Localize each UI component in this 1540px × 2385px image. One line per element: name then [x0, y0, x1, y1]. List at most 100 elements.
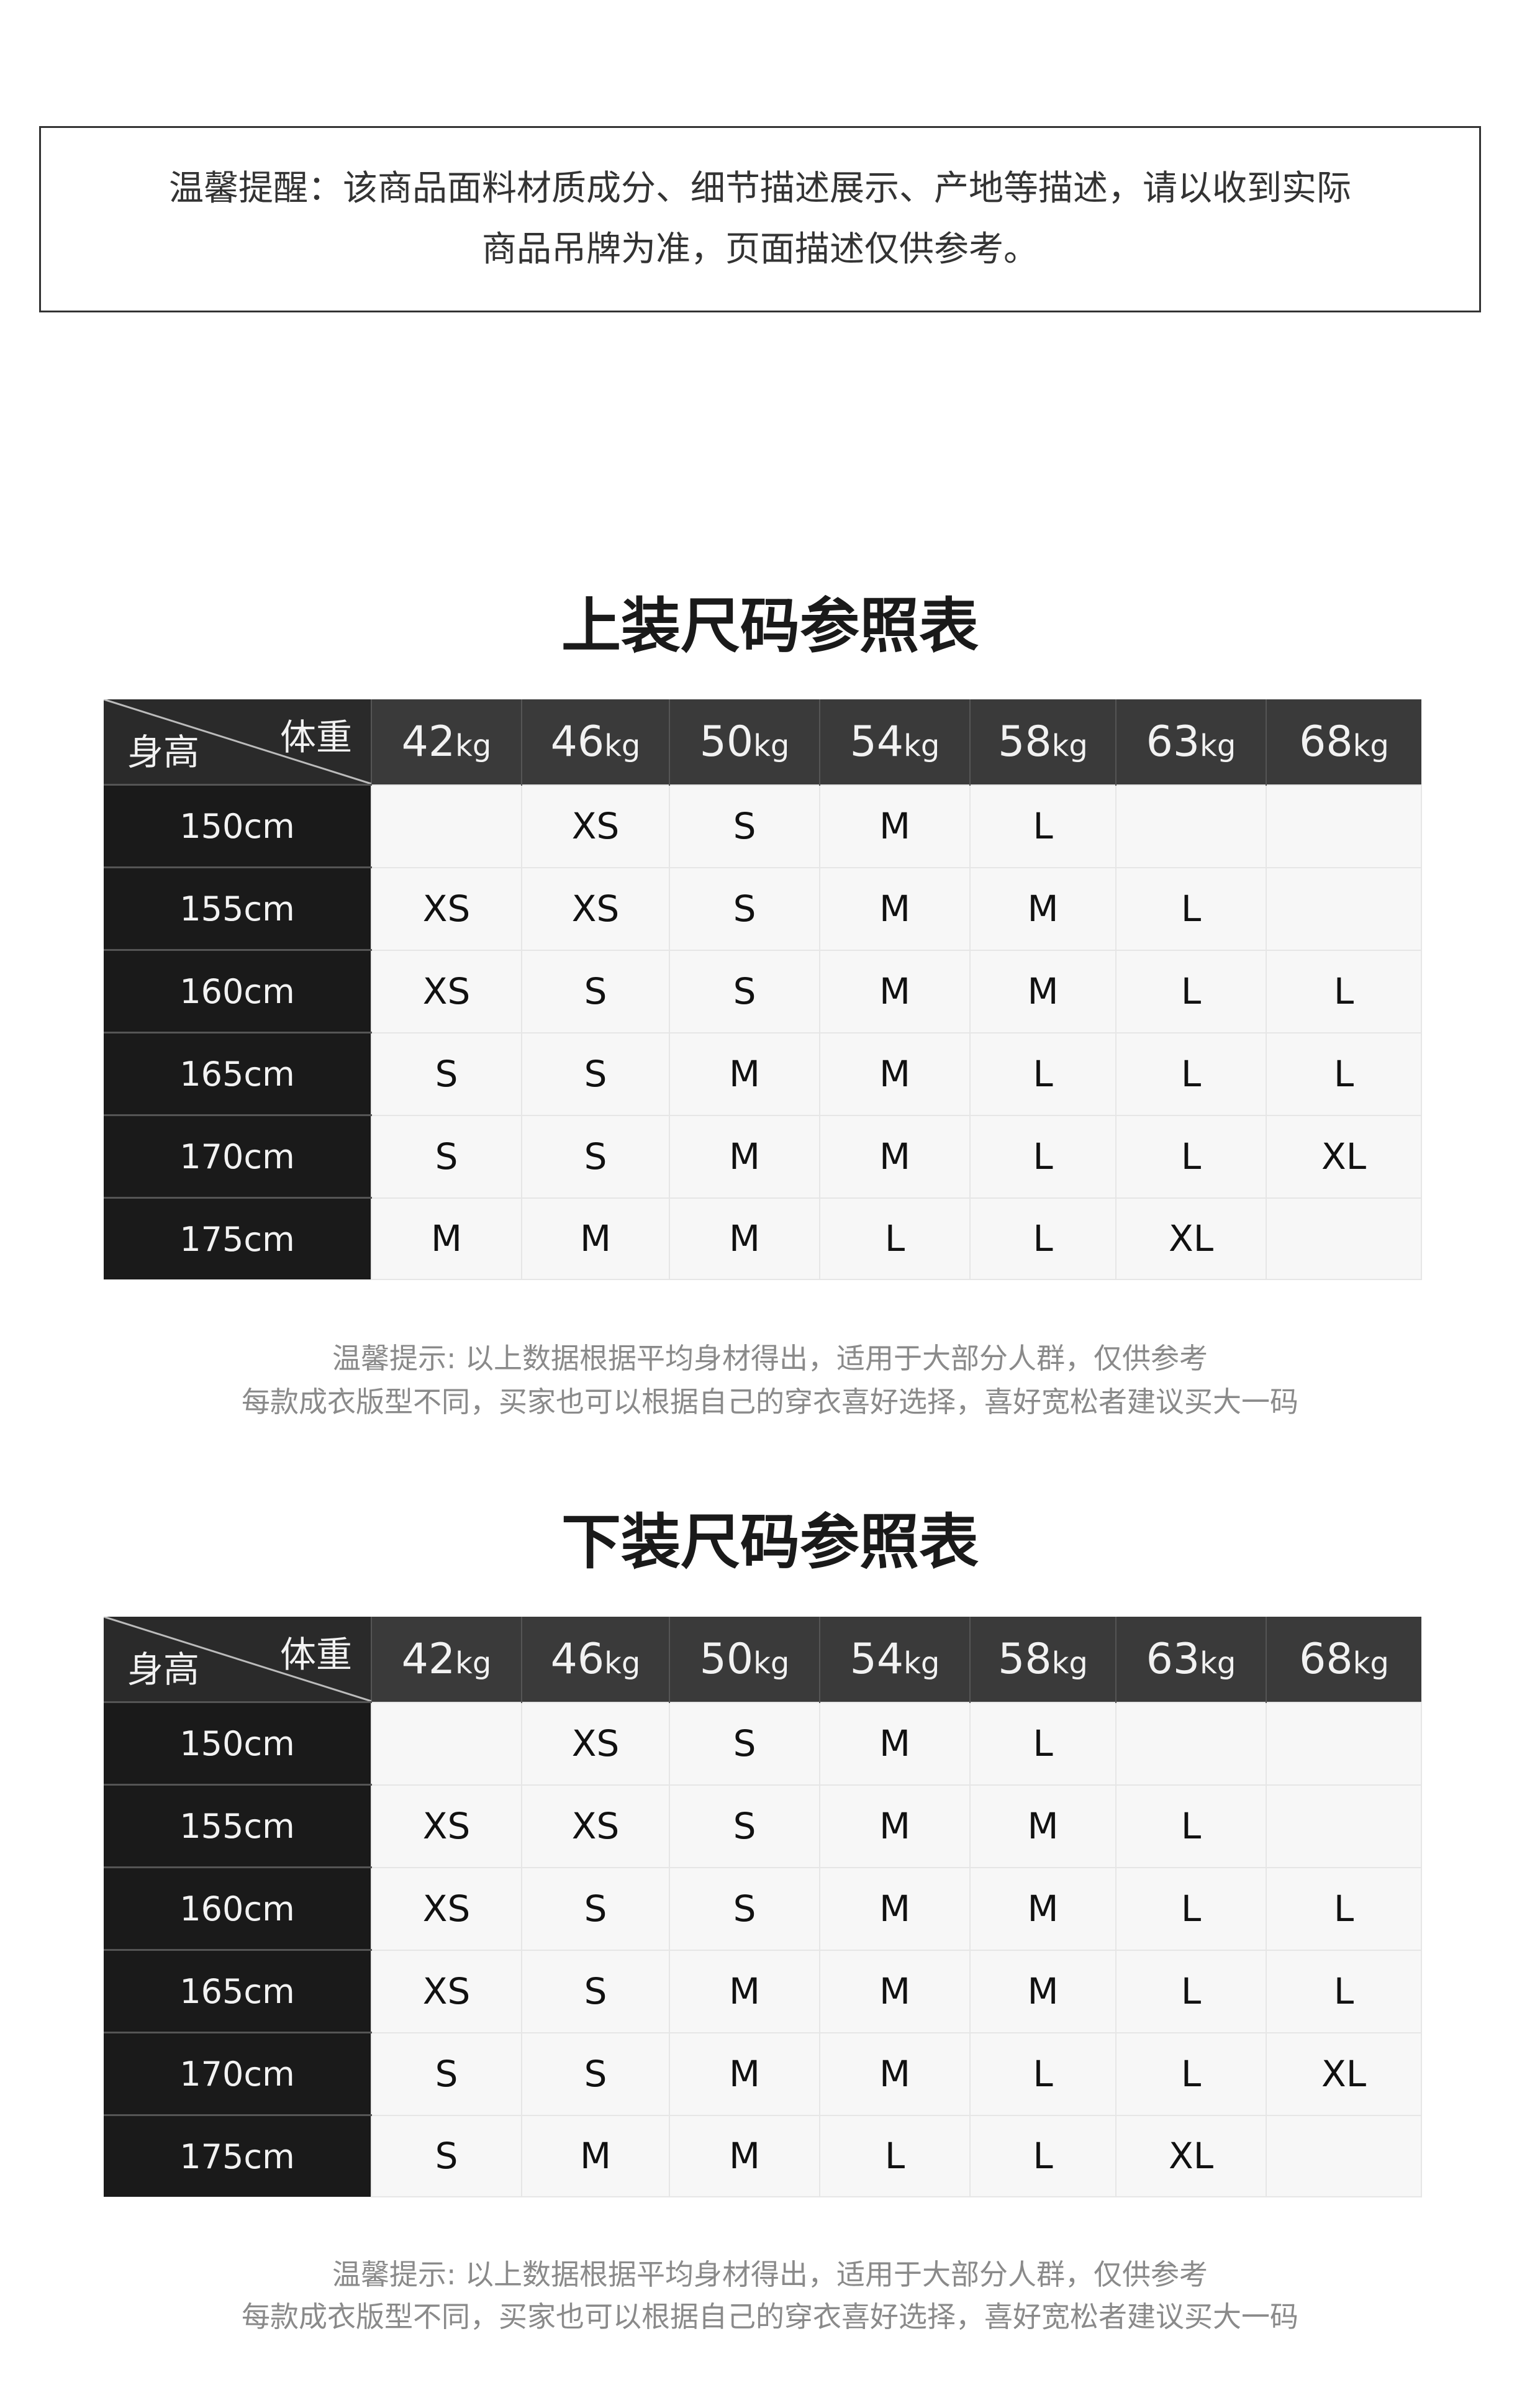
size-cell: S [371, 2114, 522, 2197]
size-cell: XS [521, 1701, 670, 1786]
weight-value: 50 [699, 1634, 754, 1684]
size-cell: S [521, 1114, 670, 1199]
size-cell: M [819, 1866, 971, 1951]
size-cell: L [1266, 949, 1422, 1034]
weight-unit: kg [1352, 1645, 1389, 1681]
size-cell [1115, 784, 1267, 868]
size-cell: L [969, 2114, 1116, 2197]
weight-header-46: 46kg [521, 1617, 669, 1702]
size-cell: M [819, 949, 971, 1034]
table-row: 160cm XS S S M M L L [104, 1866, 1422, 1951]
weight-value: 54 [849, 717, 904, 766]
bottom-chart-note-2: 每款成衣版型不同，买家也可以根据自己的穿衣喜好选择，喜好宽松者建议买大一码 [242, 2300, 1298, 2333]
size-cell: XL [1266, 2032, 1422, 2116]
weight-unit: kg [753, 1645, 790, 1681]
size-cell: L [819, 2114, 971, 2197]
height-header-cell: 170cm [104, 1114, 371, 1198]
size-cell: L [1115, 1866, 1267, 1951]
top-size-chart-title: 上装尺码参照表 [561, 591, 979, 661]
size-cell: M [969, 1866, 1116, 1951]
weight-unit: kg [604, 1645, 641, 1681]
size-cell: XS [371, 866, 522, 951]
size-cell: M [819, 1784, 971, 1868]
size-cell: S [521, 1032, 670, 1116]
top-chart-note-1: 温馨提示: 以上数据根据平均身材得出，适用于大部分人群，仅供参考 [332, 1342, 1208, 1375]
size-cell [1266, 2114, 1422, 2197]
table-row: 175cm M M M L L XL [104, 1197, 1422, 1280]
size-cell: XL [1115, 1197, 1267, 1280]
size-cell: S [371, 2032, 522, 2116]
size-cell: S [669, 1784, 820, 1868]
size-cell: L [1115, 1949, 1267, 2033]
size-cell: S [371, 1032, 522, 1116]
size-cell: S [669, 1701, 820, 1786]
size-cell: L [1266, 1032, 1422, 1116]
weight-header-63: 63kg [1115, 1617, 1266, 1702]
size-cell [1266, 1197, 1422, 1280]
weight-header-58: 58kg [969, 1617, 1116, 1702]
weight-unit: kg [604, 728, 641, 763]
size-cell: M [969, 949, 1116, 1034]
size-cell: L [1266, 1949, 1422, 2033]
weight-header-42: 42kg [371, 1617, 522, 1702]
size-cell: L [1115, 1114, 1267, 1199]
weight-value: 46 [550, 1634, 605, 1684]
size-cell: S [521, 1949, 670, 2033]
height-header-cell: 150cm [104, 784, 371, 868]
weight-value: 42 [401, 1634, 456, 1684]
size-cell: L [969, 784, 1116, 868]
size-cell: S [669, 784, 820, 868]
size-cell: M [969, 1784, 1116, 1868]
size-cell: L [969, 2032, 1116, 2116]
size-cell: S [371, 1114, 522, 1199]
size-cell: S [669, 949, 820, 1034]
weight-unit: kg [904, 728, 940, 763]
size-cell: L [1115, 1784, 1267, 1868]
size-cell: XS [521, 866, 670, 951]
size-cell: L [1115, 1032, 1267, 1116]
corner-height-label: 身高 [127, 1648, 200, 1691]
size-cell: S [669, 1866, 820, 1951]
notice-line-1: 温馨提醒：该商品面料材质成分、细节描述展示、产地等描述，请以收到实际 [169, 168, 1351, 209]
weight-unit: kg [1352, 728, 1389, 763]
top-chart-note-2: 每款成衣版型不同，买家也可以根据自己的穿衣喜好选择，喜好宽松者建议买大一码 [242, 1385, 1298, 1419]
table-row: 165cm S S M M L L L [104, 1032, 1422, 1116]
weight-header-63: 63kg [1115, 699, 1266, 785]
weight-header-68: 68kg [1266, 1617, 1421, 1702]
notice-box: 温馨提醒：该商品面料材质成分、细节描述展示、产地等描述，请以收到实际 商品吊牌为… [39, 126, 1481, 312]
size-cell [1266, 1701, 1422, 1786]
header-row: 体重 身高 42kg 46kg 50kg 54kg 58kg 63kg 68kg [104, 699, 1421, 785]
weight-unit: kg [904, 1645, 940, 1681]
size-cell: L [969, 1114, 1116, 1199]
table-row: 155cm XS XS S M M L [104, 1784, 1422, 1868]
table-row: 160cm XS S S M M L L [104, 949, 1422, 1034]
size-cell: M [371, 1197, 522, 1280]
size-cell: M [669, 2032, 820, 2116]
weight-header-42: 42kg [371, 699, 522, 785]
weight-value: 54 [849, 1634, 904, 1684]
size-cell: L [819, 1197, 971, 1280]
size-cell: M [819, 1949, 971, 2033]
size-cell: M [819, 1701, 971, 1786]
weight-value: 46 [550, 717, 605, 766]
weight-header-54: 54kg [819, 699, 970, 785]
table-row: 165cm XS S M M M L L [104, 1949, 1422, 2033]
table-row: 155cm XS XS S M M L [104, 866, 1422, 951]
weight-value: 58 [998, 717, 1052, 766]
height-header-cell: 175cm [104, 2114, 371, 2197]
weight-unit: kg [455, 728, 492, 763]
height-header-cell: 165cm [104, 1949, 371, 2033]
weight-value: 63 [1146, 1634, 1200, 1684]
size-cell: M [819, 1114, 971, 1199]
height-header-cell: 170cm [104, 2032, 371, 2115]
weight-value: 68 [1299, 1634, 1353, 1684]
size-cell: XS [521, 784, 670, 868]
bottom-size-chart-table: 体重 身高 42kg 46kg 50kg 54kg 58kg 63kg 68kg 150cm XS S… [104, 1617, 1422, 2197]
weight-header-68: 68kg [1266, 699, 1421, 785]
top-size-chart-table: 体重 身高 42kg 46kg 50kg 54kg 58kg 63kg 68kg 150cm XS S… [104, 699, 1422, 1280]
table-row: 170cm S S M M L L XL [104, 1114, 1422, 1199]
size-cell: M [969, 1949, 1116, 2033]
size-cell: M [521, 1197, 670, 1280]
height-header-cell: 155cm [104, 866, 371, 950]
size-cell: L [969, 1197, 1116, 1280]
